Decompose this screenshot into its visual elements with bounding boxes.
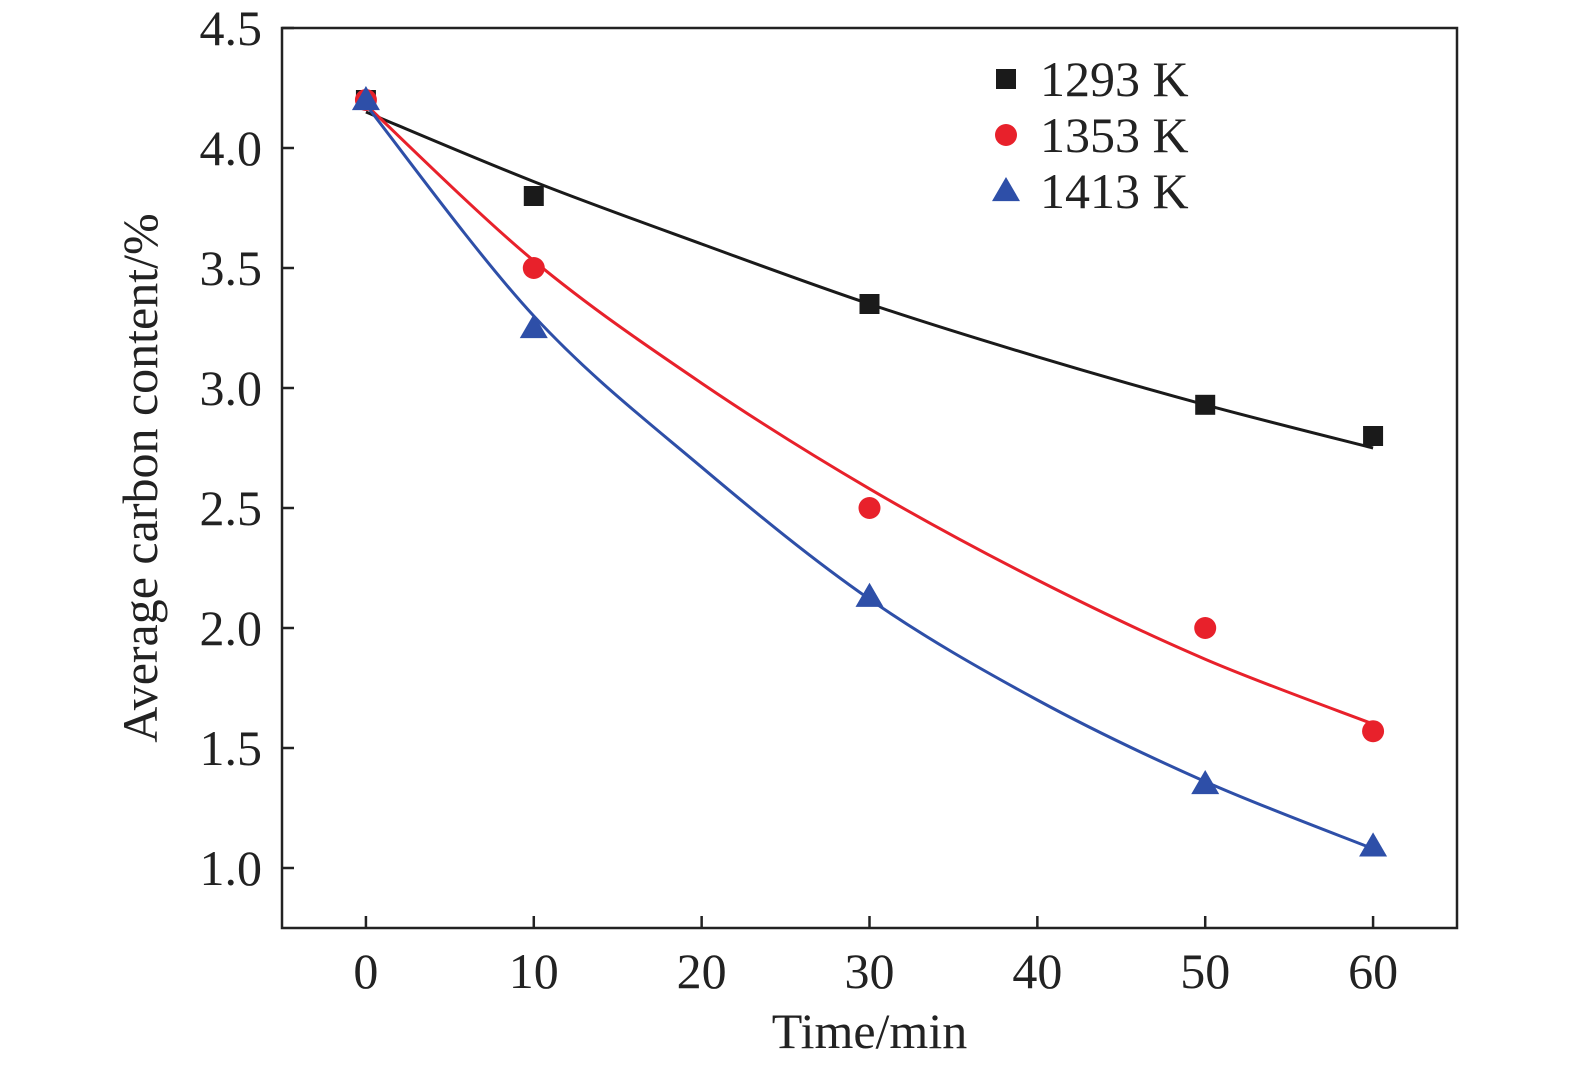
x-tick-label: 50 (1180, 943, 1230, 999)
legend-marker (995, 124, 1017, 146)
y-axis-title: Average carbon content/% (112, 213, 168, 742)
data-point (859, 294, 880, 314)
plot-frame (280, 26, 1459, 930)
data-point (519, 314, 548, 339)
y-tick-label: 2.0 (200, 600, 263, 656)
x-tick-label: 20 (677, 943, 727, 999)
x-tick-label: 30 (845, 943, 895, 999)
data-point (1195, 394, 1216, 415)
data-point (1194, 617, 1217, 639)
data-point (522, 257, 545, 279)
y-tick-label: 4.5 (200, 0, 263, 56)
data-point (523, 186, 544, 206)
fit-line (364, 103, 1374, 726)
y-tick-label: 2.5 (200, 480, 263, 536)
y-tick-label: 1.0 (200, 840, 263, 896)
data-point (1191, 770, 1220, 795)
x-tick-label: 0 (353, 943, 378, 999)
legend-marker (992, 177, 1020, 202)
data-point (1359, 832, 1388, 857)
y-tick-label: 3.0 (200, 360, 263, 416)
legend-label: 1293 K (1040, 51, 1189, 107)
y-tick-label: 1.5 (200, 720, 263, 776)
x-tick-label: 40 (1012, 943, 1062, 999)
legend-label: 1353 K (1040, 107, 1189, 163)
y-tick-label: 3.5 (200, 240, 263, 296)
x-axis-title: Time/min (772, 1003, 967, 1059)
x-tick-label: 10 (509, 943, 559, 999)
data-point (858, 497, 881, 519)
fit-line (365, 110, 1374, 450)
data-point (1362, 720, 1385, 743)
legend-marker (996, 69, 1016, 89)
data-point (855, 582, 884, 607)
fit-line (364, 103, 1374, 851)
x-tick-label: 60 (1348, 943, 1398, 999)
y-tick-label: 4.0 (200, 120, 263, 176)
data-point (351, 86, 380, 111)
legend-label: 1413 K (1040, 163, 1189, 219)
data-point (1363, 426, 1384, 446)
